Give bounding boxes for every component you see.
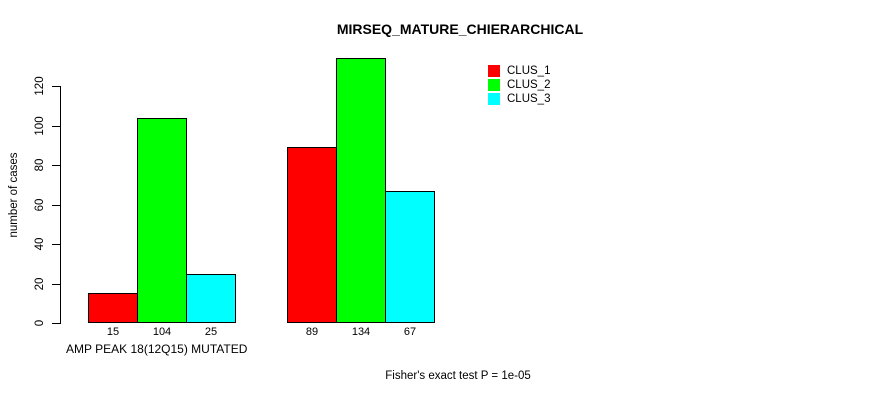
bar <box>137 118 187 323</box>
y-tick-label: 120 <box>34 76 46 96</box>
legend-swatch <box>488 65 500 77</box>
legend-row: CLUS_1 <box>488 64 550 78</box>
bar-value-label: 104 <box>152 326 172 338</box>
chart-title: MIRSEQ_MATURE_CHIERARCHICAL <box>336 21 584 37</box>
bar <box>287 147 337 323</box>
y-tick <box>52 165 60 166</box>
legend-swatch <box>488 93 500 105</box>
bar-value-label: 15 <box>106 326 120 338</box>
bar-value-label: 134 <box>351 326 371 338</box>
legend-row: CLUS_2 <box>488 78 550 92</box>
bar <box>186 274 236 323</box>
y-tick-label: 60 <box>34 198 46 212</box>
bar-value-label: 25 <box>204 326 218 338</box>
y-tick <box>52 126 60 127</box>
bar <box>88 293 138 323</box>
y-tick-label: 80 <box>34 158 46 172</box>
bar <box>336 58 386 323</box>
y-tick <box>52 86 60 87</box>
y-tick-label: 0 <box>34 319 46 327</box>
legend-swatch <box>488 79 500 91</box>
y-tick <box>52 244 60 245</box>
bar-value-label: 67 <box>403 326 417 338</box>
y-tick-label: 20 <box>34 277 46 291</box>
y-axis-line <box>60 86 61 324</box>
y-axis-label: number of cases <box>8 152 20 238</box>
y-tick <box>52 284 60 285</box>
bar-value-label: 89 <box>305 326 319 338</box>
legend: CLUS_1 CLUS_2 CLUS_3 <box>488 64 550 106</box>
legend-label: CLUS_2 <box>507 79 551 91</box>
y-tick <box>52 205 60 206</box>
x-axis-label: AMP PEAK 18(12Q15) MUTATED <box>66 342 248 356</box>
y-tick <box>52 323 60 324</box>
legend-row: CLUS_3 <box>488 92 550 106</box>
footnote: Fisher's exact test P = 1e-05 <box>385 370 531 382</box>
legend-label: CLUS_1 <box>507 65 551 77</box>
bar <box>385 191 435 323</box>
y-tick-label: 40 <box>34 237 46 251</box>
y-tick-label: 100 <box>34 116 46 136</box>
legend-label: CLUS_3 <box>507 93 551 105</box>
